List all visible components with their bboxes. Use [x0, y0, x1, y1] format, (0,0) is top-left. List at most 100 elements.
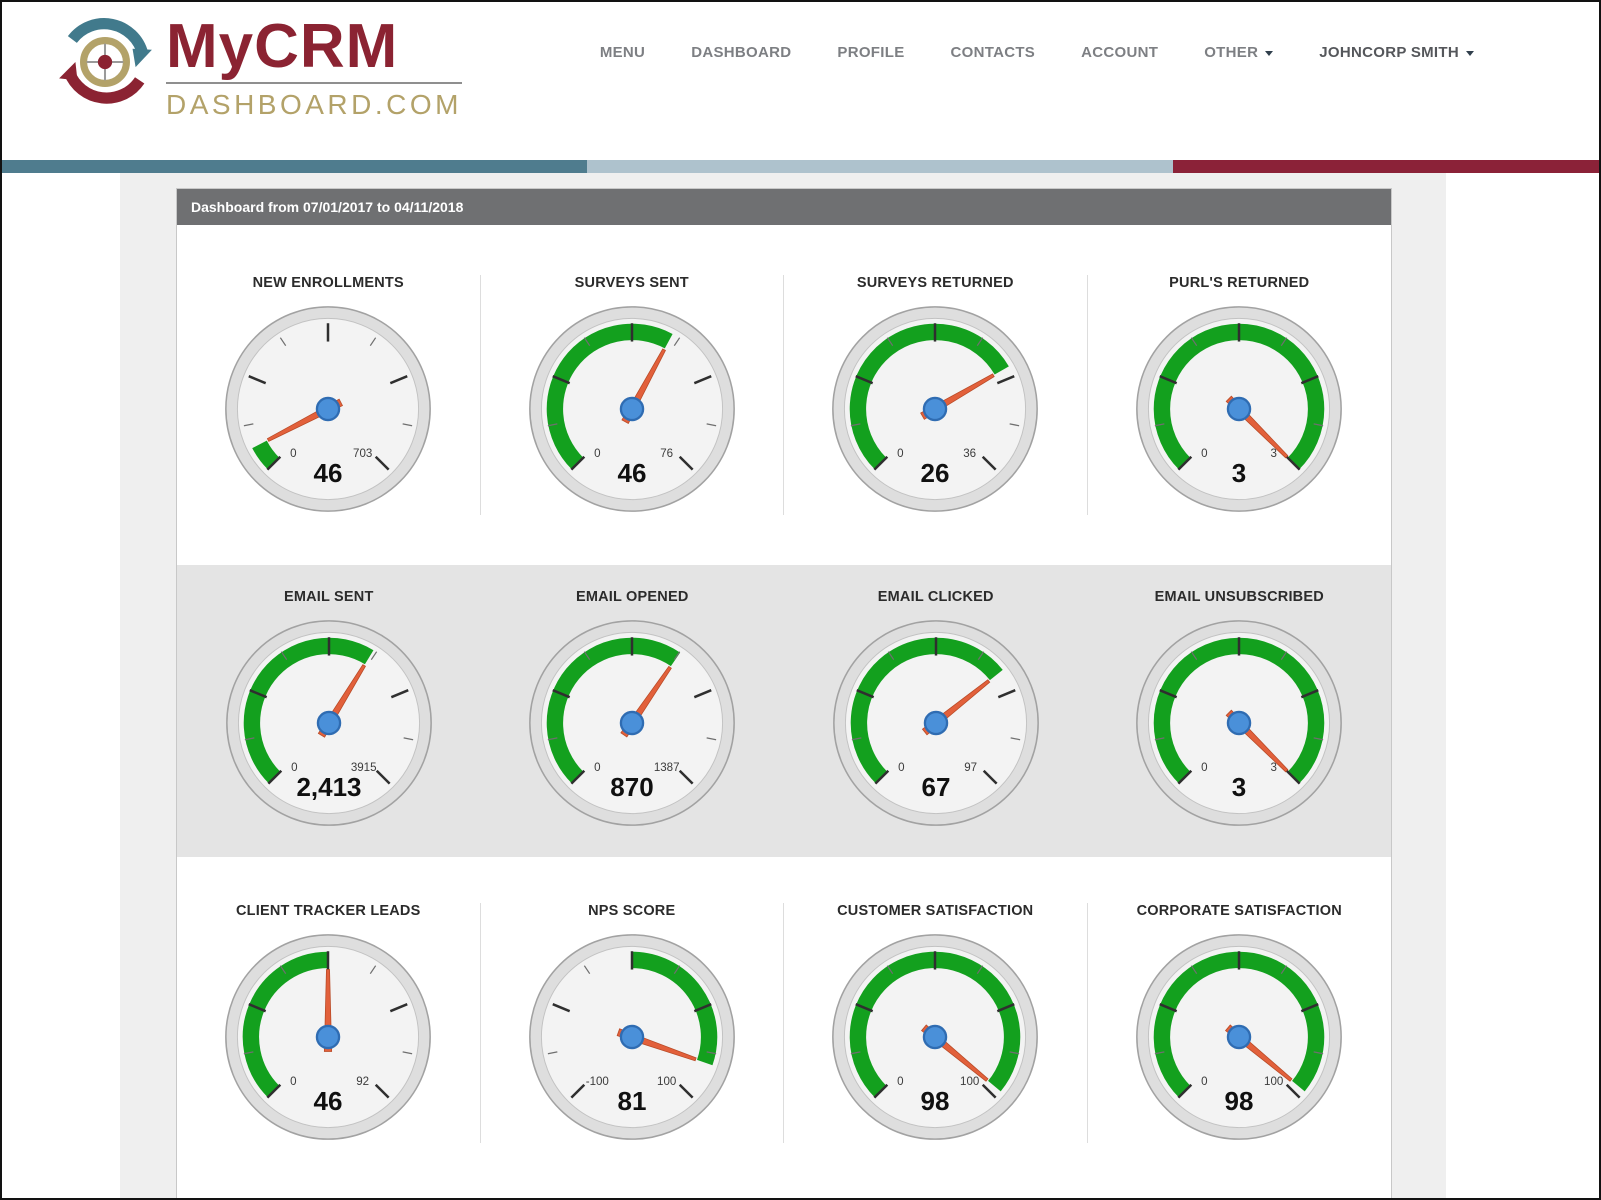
- gauge-row-3: CLIENT TRACKER LEADS 0 92 46 NPS SCORE -10…: [177, 879, 1391, 1171]
- gauge-cell-corporate-satisfaction: CORPORATE SATISFACTION 0 100 98: [1088, 903, 1392, 1143]
- svg-text:1387: 1387: [654, 762, 680, 774]
- svg-text:97: 97: [964, 762, 977, 774]
- gauge-chart: 0 97 67: [830, 617, 1042, 829]
- gauge-label: NPS SCORE: [588, 903, 676, 919]
- svg-text:0: 0: [1201, 1076, 1207, 1088]
- svg-text:0: 0: [290, 1076, 296, 1088]
- gauge-chart: 0 36 26: [829, 303, 1041, 515]
- content-area: Dashboard from 07/01/2017 to 04/11/2018 …: [2, 173, 1599, 1198]
- nav-item-dashboard[interactable]: DASHBOARD: [691, 44, 792, 61]
- svg-text:46: 46: [314, 1086, 343, 1116]
- svg-text:703: 703: [353, 448, 372, 460]
- svg-text:-100: -100: [585, 1076, 608, 1088]
- svg-text:0: 0: [291, 762, 297, 774]
- gauge-chart: 0 100 98: [1133, 931, 1345, 1143]
- svg-text:0: 0: [898, 762, 904, 774]
- stripe-teal-segment: [2, 160, 587, 173]
- gauge-cell-nps-score: NPS SCORE -100 100 81: [481, 903, 784, 1143]
- stripe-maroon-segment: [1172, 160, 1599, 173]
- dashboard-panel: Dashboard from 07/01/2017 to 04/11/2018 …: [176, 188, 1392, 1198]
- svg-text:3: 3: [1232, 458, 1246, 488]
- gauge-label: CLIENT TRACKER LEADS: [236, 903, 421, 919]
- gauge-chart: 0 3 3: [1133, 303, 1345, 515]
- svg-text:76: 76: [660, 448, 673, 460]
- svg-text:46: 46: [617, 458, 646, 488]
- gauge-label: NEW ENROLLMENTS: [252, 275, 404, 291]
- nav-item-profile[interactable]: PROFILE: [837, 44, 905, 61]
- chevron-down-icon: [1265, 50, 1274, 56]
- svg-text:100: 100: [657, 1076, 676, 1088]
- svg-text:81: 81: [617, 1086, 646, 1116]
- gauge-label: CORPORATE SATISFACTION: [1136, 903, 1342, 919]
- nav-item-user-menu[interactable]: JOHNCORP SMITH: [1319, 44, 1474, 61]
- gauge-chart: -100 100 81: [526, 931, 738, 1143]
- nav-item-menu[interactable]: MENU: [599, 44, 646, 61]
- svg-text:0: 0: [594, 448, 600, 460]
- svg-text:870: 870: [611, 772, 654, 802]
- gauge-chart: 0 3 3: [1133, 617, 1345, 829]
- svg-text:0: 0: [897, 448, 903, 460]
- gauge-cell-surveys-sent: SURVEYS SENT 0 76 46: [481, 275, 784, 515]
- nav-item-contacts[interactable]: CONTACTS: [950, 44, 1036, 61]
- gauge-cell-email-opened: EMAIL OPENED 0 1387 870: [481, 589, 785, 829]
- svg-text:3915: 3915: [351, 762, 377, 774]
- svg-text:46: 46: [314, 458, 343, 488]
- gauge-row-2: EMAIL SENT 0 3915 2,413 EMAIL OPENED 0 1387…: [177, 565, 1391, 857]
- gauge-chart: 0 1387 870: [526, 617, 738, 829]
- mycrm-logo[interactable]: MyCRM DASHBOARD.COM: [54, 10, 462, 121]
- svg-text:0: 0: [1201, 762, 1207, 774]
- gauge-cell-customer-satisfaction: CUSTOMER SATISFACTION 0 100 98: [784, 903, 1088, 1143]
- nav-item-other[interactable]: OTHER: [1204, 44, 1274, 61]
- logo-subtitle: DASHBOARD.COM: [166, 82, 462, 121]
- brand-stripe: [2, 160, 1599, 173]
- logo-title: MyCRM: [166, 12, 399, 81]
- svg-text:67: 67: [921, 772, 950, 802]
- gauge-cell-client-tracker-leads: CLIENT TRACKER LEADS 0 92 46: [177, 903, 481, 1143]
- svg-text:100: 100: [960, 1076, 979, 1088]
- gauge-chart: 0 100 98: [829, 931, 1041, 1143]
- gauge-label: SURVEYS SENT: [574, 275, 689, 291]
- svg-text:100: 100: [1264, 1076, 1283, 1088]
- gauge-cell-email-clicked: EMAIL CLICKED 0 97 67: [784, 589, 1088, 829]
- gauge-chart: 0 92 46: [222, 931, 434, 1143]
- svg-text:2,413: 2,413: [296, 772, 361, 802]
- gauge-label: EMAIL OPENED: [575, 589, 689, 605]
- gauge-label: SURVEYS RETURNED: [856, 275, 1014, 291]
- panel-title: Dashboard from 07/01/2017 to 04/11/2018: [177, 189, 1391, 225]
- gauge-cell-email-unsubscribed: EMAIL UNSUBSCRIBED 0 3 3: [1088, 589, 1392, 829]
- gauge-label: EMAIL UNSUBSCRIBED: [1154, 589, 1324, 605]
- svg-text:3: 3: [1271, 762, 1277, 774]
- svg-text:0: 0: [897, 1076, 903, 1088]
- gauge-chart: 0 703 46: [222, 303, 434, 515]
- svg-text:98: 98: [1225, 1086, 1254, 1116]
- gauge-label: PURL'S RETURNED: [1169, 275, 1310, 291]
- svg-text:26: 26: [921, 458, 950, 488]
- svg-text:0: 0: [1201, 448, 1207, 460]
- chevron-down-icon: [1466, 50, 1474, 56]
- gauge-label: EMAIL SENT: [283, 589, 374, 605]
- gauge-label: EMAIL CLICKED: [877, 589, 994, 605]
- svg-text:98: 98: [921, 1086, 950, 1116]
- stripe-lightblue-segment: [586, 160, 1173, 173]
- svg-text:0: 0: [290, 448, 296, 460]
- gauge-label: CUSTOMER SATISFACTION: [837, 903, 1034, 919]
- svg-text:92: 92: [357, 1076, 370, 1088]
- svg-text:36: 36: [964, 448, 977, 460]
- gauge-cell-surveys-returned: SURVEYS RETURNED 0 36 26: [784, 275, 1088, 515]
- gauge-chart: 0 3915 2,413: [223, 617, 435, 829]
- gauge-cell-new-enrollments: NEW ENROLLMENTS 0 703 46: [177, 275, 481, 515]
- gauge-row-1: NEW ENROLLMENTS 0 703 46 SURVEYS SENT 0 76 4…: [177, 225, 1391, 543]
- svg-text:0: 0: [594, 762, 600, 774]
- gauge-cell-purls-returned: PURL'S RETURNED 0 3 3: [1088, 275, 1392, 515]
- nav-item-account[interactable]: ACCOUNT: [1081, 44, 1159, 61]
- header: MyCRM DASHBOARD.COM MENU DASHBOARD PROFI…: [2, 2, 1599, 160]
- gauge-chart: 0 76 46: [526, 303, 738, 515]
- content-background: Dashboard from 07/01/2017 to 04/11/2018 …: [120, 173, 1446, 1198]
- main-nav: MENU DASHBOARD PROFILE CONTACTS ACCOUNT …: [600, 44, 1474, 61]
- logo-text: MyCRM DASHBOARD.COM: [166, 10, 462, 121]
- gauge-cell-email-sent: EMAIL SENT 0 3915 2,413: [177, 589, 481, 829]
- svg-text:3: 3: [1232, 772, 1246, 802]
- svg-text:3: 3: [1271, 448, 1277, 460]
- mycrm-logo-icon: [54, 10, 156, 119]
